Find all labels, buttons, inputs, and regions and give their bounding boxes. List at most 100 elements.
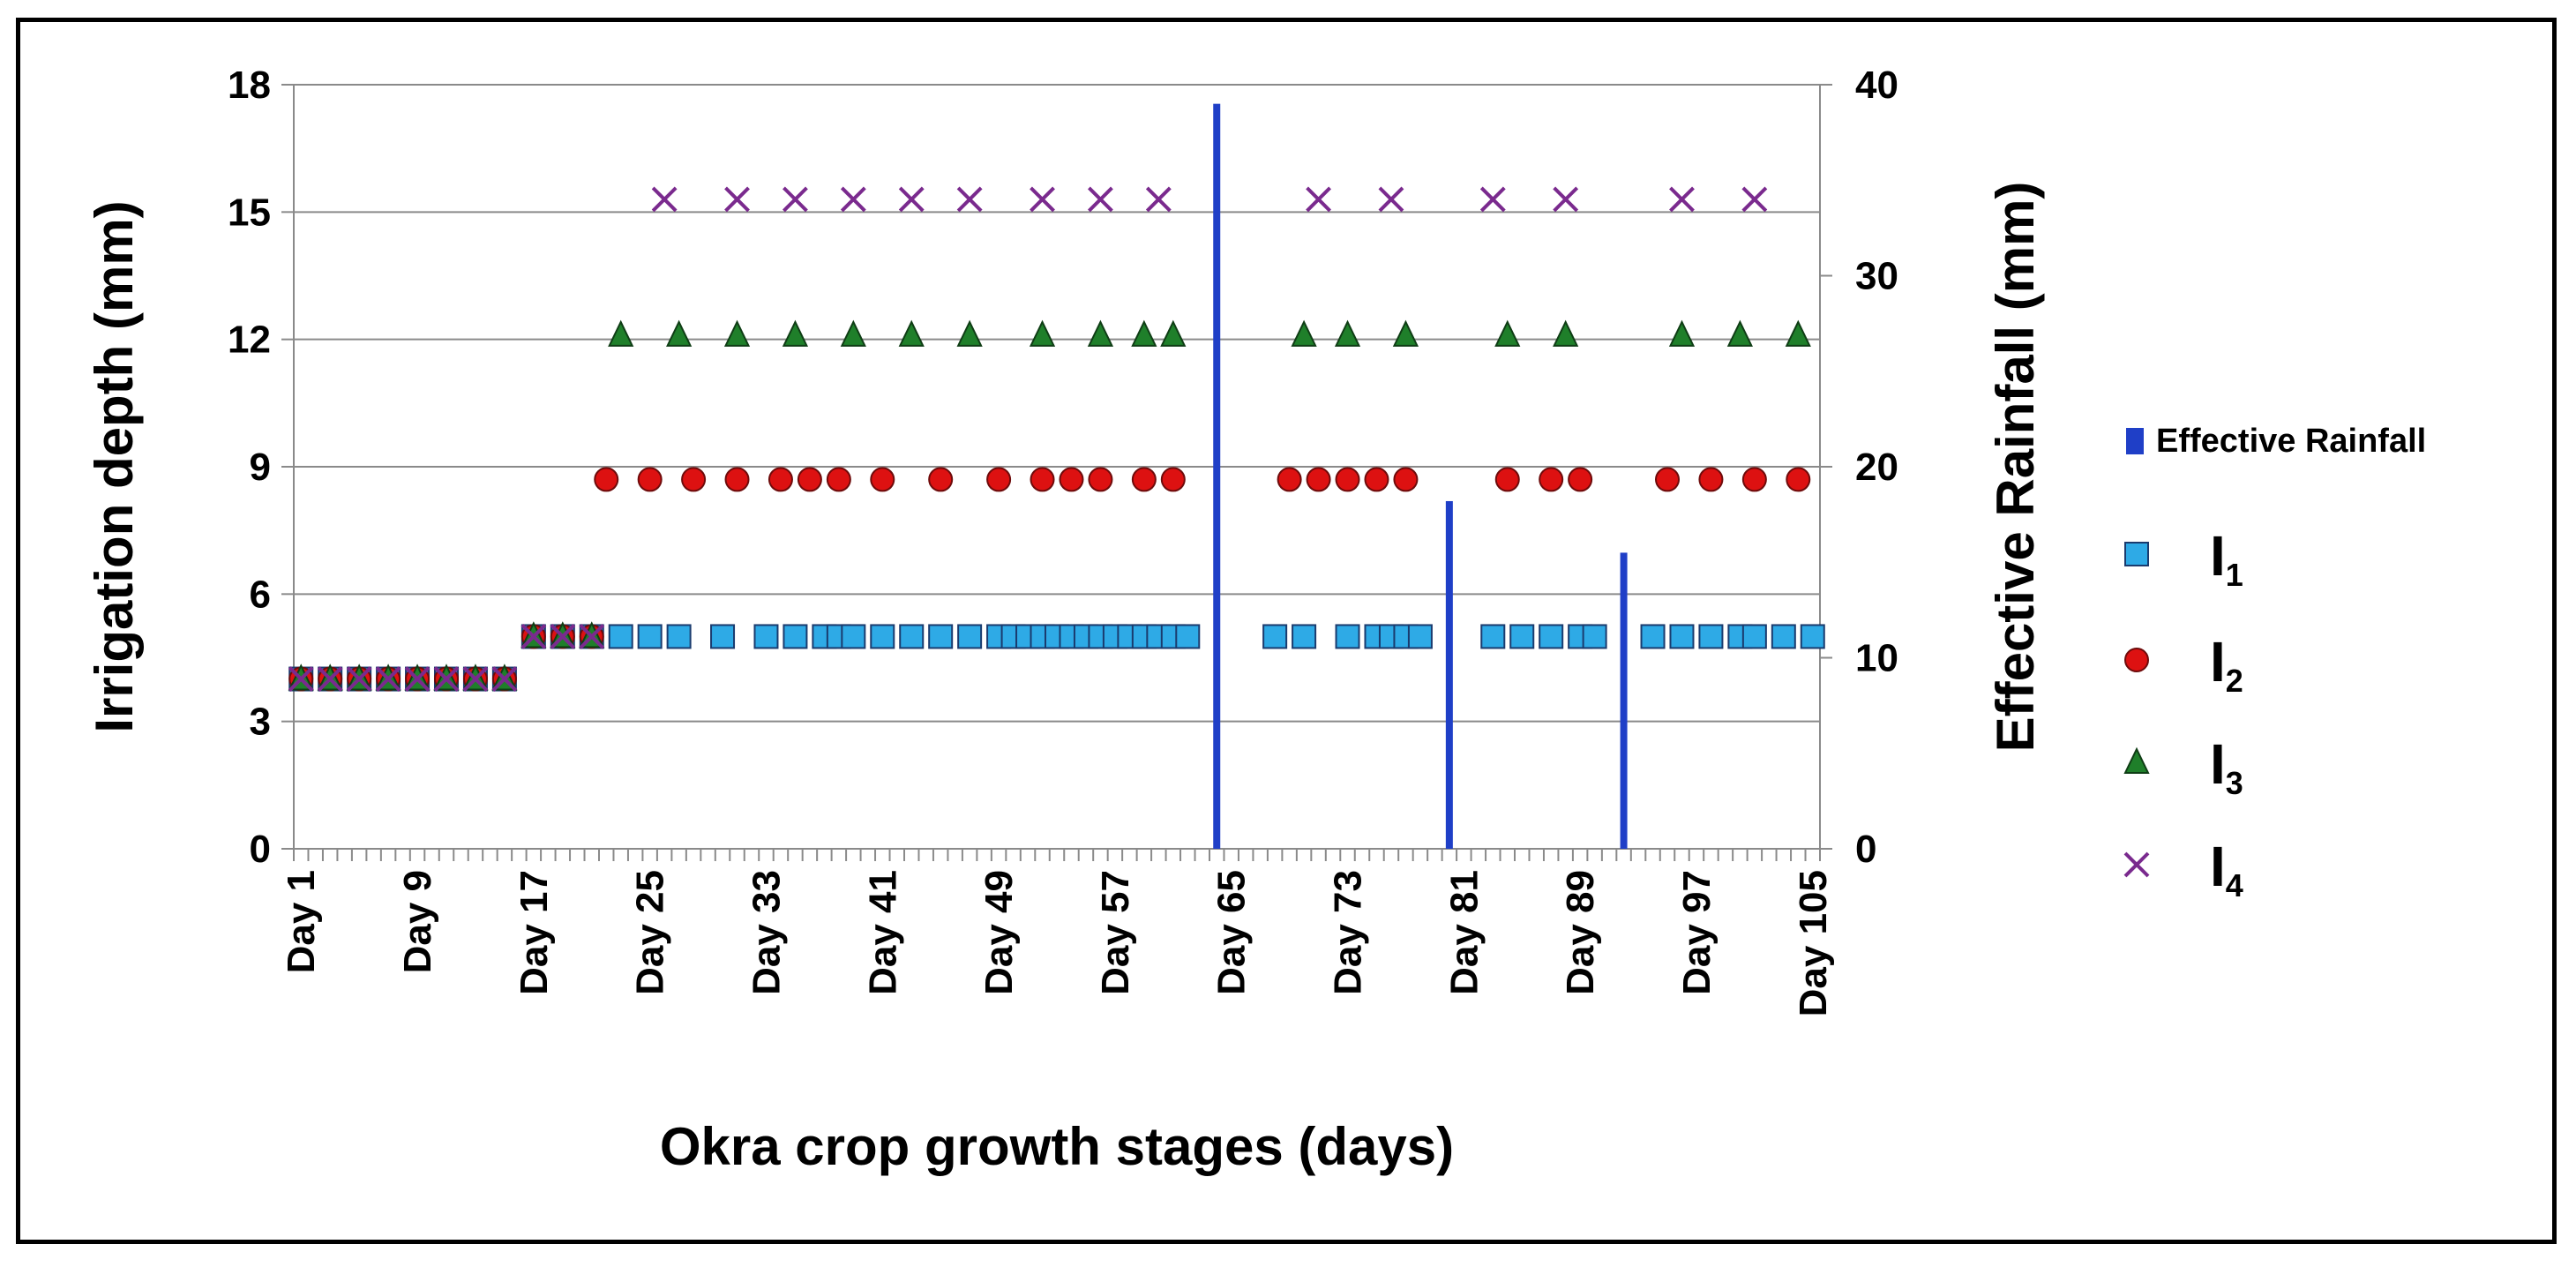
marker-i2 (1364, 467, 1389, 492)
marker-i2 (1539, 467, 1564, 492)
x-tick-label: Day 81 (1442, 870, 1486, 995)
x-tick-label: Day 17 (513, 870, 556, 995)
marker-i1 (1741, 624, 1767, 649)
marker-i1 (710, 624, 736, 649)
marker-i2 (724, 467, 750, 492)
marker-i4 (550, 624, 576, 649)
x-tick-label: Day 49 (977, 870, 1021, 995)
y-tick-label-6: 6 (250, 573, 271, 616)
marker-i3 (1494, 319, 1521, 347)
marker-i4 (1553, 186, 1579, 213)
marker-i2 (1306, 467, 1331, 492)
marker-i3 (1160, 319, 1187, 347)
marker-i3 (2123, 746, 2150, 774)
marker-i1 (1539, 624, 1564, 649)
y-tick-label-12: 12 (228, 319, 271, 362)
marker-i3 (1668, 319, 1696, 347)
marker-i4 (462, 666, 489, 692)
marker-i4 (1378, 186, 1404, 213)
marker-i1 (1262, 624, 1288, 649)
x-tick-label: Day 105 (1792, 870, 1835, 1016)
x-tick-label: Day 57 (1094, 870, 1137, 995)
marker-i3 (1726, 319, 1753, 347)
rainfall-bar (1620, 552, 1628, 849)
y2-tick-label-30: 30 (1855, 255, 1898, 298)
marker-i4 (1306, 186, 1331, 213)
x-tick-label: Day 25 (629, 870, 672, 995)
legend-label-i3: I3 (2210, 732, 2243, 801)
marker-i1 (1640, 624, 1666, 649)
marker-i1 (753, 624, 779, 649)
x-tick-label: Day 97 (1675, 870, 1719, 995)
marker-i3 (840, 319, 866, 347)
marker-i3 (608, 319, 634, 347)
marker-i4 (1741, 186, 1768, 213)
marker-i4 (956, 186, 983, 213)
marker-i2 (1030, 467, 1055, 492)
marker-i4 (491, 666, 518, 692)
marker-i4 (404, 666, 431, 692)
marker-i1 (1407, 624, 1433, 649)
y-axis-title: Irrigation depth (mm) (85, 200, 144, 732)
marker-i4 (288, 666, 314, 692)
marker-i4 (520, 624, 547, 649)
marker-i4 (724, 186, 750, 213)
marker-i1 (608, 624, 633, 649)
marker-i2 (928, 467, 954, 492)
marker-i1 (1175, 624, 1201, 649)
marker-i1 (928, 624, 954, 649)
marker-i1 (1480, 624, 1506, 649)
y2-axis-title: Effective Rainfall (mm) (1986, 182, 2045, 753)
marker-i3 (1291, 319, 1317, 347)
marker-i4 (1669, 186, 1695, 213)
y2-tick-label-10: 10 (1855, 637, 1898, 680)
x-tick-label: Day 89 (1559, 870, 1602, 995)
marker-i2 (1568, 467, 1593, 492)
legend-label-i2: I2 (2210, 630, 2243, 699)
marker-i1 (637, 624, 663, 649)
marker-i3 (1392, 319, 1419, 347)
marker-i2 (986, 467, 1012, 492)
marker-i1 (1509, 624, 1535, 649)
marker-i3 (898, 319, 925, 347)
y-tick-label-3: 3 (250, 701, 271, 744)
x-tick-label: Day 9 (396, 870, 439, 973)
marker-i1 (1582, 624, 1607, 649)
marker-i2 (797, 467, 822, 492)
x-tick-label: Day 41 (861, 870, 904, 995)
marker-i2 (681, 467, 707, 492)
marker-i2 (1131, 467, 1157, 492)
x-tick-label: Day 73 (1327, 870, 1370, 995)
y-tick-label-0: 0 (250, 828, 271, 871)
marker-i4 (375, 666, 401, 692)
marker-i3 (1785, 319, 1811, 347)
legend-label-i1: I1 (2210, 524, 2243, 593)
marker-i1 (783, 624, 808, 649)
marker-i2 (1088, 467, 1113, 492)
legend-label-i4: I4 (2210, 835, 2243, 903)
marker-i1 (1771, 624, 1796, 649)
marker-i1 (841, 624, 866, 649)
y2-tick-label-0: 0 (1855, 828, 1876, 871)
marker-i2 (1277, 467, 1302, 492)
marker-i4 (1479, 186, 1506, 213)
marker-i3 (723, 319, 751, 347)
marker-i2 (1059, 467, 1084, 492)
marker-i2 (768, 467, 793, 492)
marker-i4 (346, 666, 372, 692)
marker-i2 (594, 467, 619, 492)
marker-i1 (1292, 624, 1317, 649)
marker-i4 (2123, 851, 2150, 878)
y-tick-label-9: 9 (250, 446, 271, 489)
marker-i1 (2124, 542, 2149, 566)
marker-i4 (317, 666, 343, 692)
y2-tick-label-40: 40 (1855, 64, 1898, 107)
y2-tick-label-20: 20 (1855, 446, 1898, 489)
marker-i4 (1030, 186, 1055, 213)
x-tick-label: Day 33 (745, 870, 788, 995)
marker-i2 (870, 467, 895, 492)
rainfall-bar (1213, 103, 1221, 849)
marker-i1 (1669, 624, 1695, 649)
marker-i2 (1494, 467, 1520, 492)
